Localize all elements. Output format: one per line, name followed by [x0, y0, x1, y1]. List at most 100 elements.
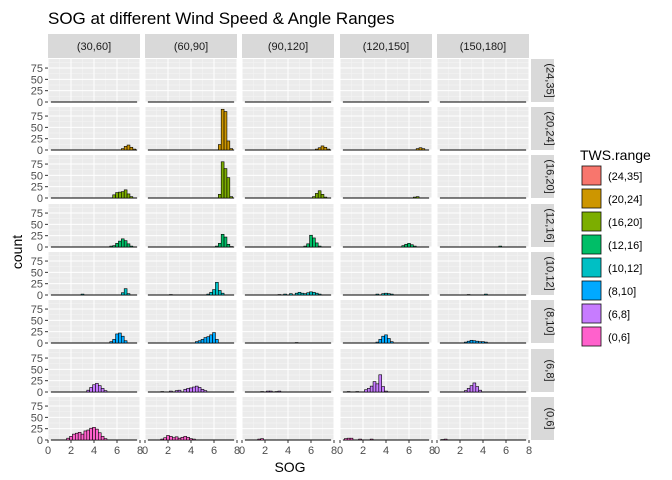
- histogram-bar: [118, 191, 122, 199]
- histogram-bar: [315, 292, 319, 296]
- histogram-bar: [197, 387, 202, 393]
- histogram-bar: [269, 390, 273, 393]
- row-strip-label: (24,35]: [544, 63, 556, 97]
- x-tick-label: 4: [480, 445, 486, 457]
- histogram-bar: [200, 388, 205, 393]
- histogram-bar: [381, 386, 385, 393]
- histogram-bar: [358, 438, 362, 441]
- histogram-bar: [320, 194, 325, 199]
- row-strip-label: (16,20]: [544, 159, 556, 193]
- histogram-bar: [441, 439, 445, 441]
- histogram-bar: [443, 438, 448, 441]
- facet-panel: [436, 155, 530, 199]
- x-tick-label: 2: [457, 445, 463, 457]
- histogram-bar: [218, 194, 222, 199]
- histogram-bar: [126, 193, 131, 199]
- histogram-bar: [466, 388, 471, 393]
- histogram-bar: [223, 236, 228, 248]
- histogram-bar: [163, 437, 167, 441]
- column-strip: [145, 34, 237, 58]
- histogram-bar: [297, 291, 302, 296]
- histogram-bar: [218, 144, 222, 151]
- histogram-bar: [317, 147, 322, 151]
- histogram-bar: [378, 339, 382, 344]
- histogram-bar: [75, 432, 79, 441]
- facet-panel: [436, 107, 530, 151]
- histogram-bar: [415, 196, 420, 199]
- facet-panel: [47, 59, 141, 103]
- histogram-bar: [126, 293, 131, 296]
- histogram-bar: [174, 390, 179, 393]
- histogram-bar: [115, 243, 119, 248]
- x-tick-label: 8: [429, 445, 435, 457]
- histogram-bar: [421, 148, 426, 151]
- histogram-bar: [80, 293, 85, 296]
- histogram-bar: [118, 332, 122, 344]
- histogram-bar: [123, 189, 128, 199]
- histogram-bar: [112, 194, 116, 199]
- histogram-bar: [475, 386, 479, 393]
- histogram-bar: [95, 428, 99, 441]
- histogram-bar: [418, 147, 423, 151]
- x-tick-label: 8: [137, 445, 143, 457]
- column-strips: (30,60] (60,90] (90,120] (120,150] (150,180]: [48, 34, 529, 58]
- histogram-bar: [112, 339, 116, 344]
- legend-swatch: [581, 188, 602, 209]
- facet-panel: [241, 349, 335, 393]
- histogram-bar: [369, 438, 374, 441]
- facet-panel: [339, 252, 433, 296]
- facet-panel: [436, 252, 530, 296]
- y-tick-label: 25: [31, 231, 43, 243]
- facet-panels: [47, 59, 530, 441]
- histogram-bar: [317, 245, 322, 248]
- y-tick-label: 50: [31, 364, 43, 376]
- histogram-bar: [312, 291, 316, 296]
- y-tick-label: 0: [37, 290, 43, 302]
- histogram-bar: [100, 436, 105, 441]
- histogram-bar: [289, 293, 293, 296]
- y-tick-label: 25: [31, 86, 43, 98]
- facet-panel: [241, 397, 335, 441]
- histogram-bar: [223, 111, 228, 151]
- y-axis: 0255075025507502550750255075025507502550…: [31, 63, 48, 447]
- histogram-bar: [413, 245, 417, 248]
- facet-panel: [436, 59, 530, 103]
- x-tick-label: 6: [114, 445, 120, 457]
- y-tick-label: 50: [31, 122, 43, 134]
- legend-label: (10,12]: [608, 263, 642, 275]
- histogram-bar: [355, 391, 359, 393]
- histogram-bar: [407, 243, 411, 248]
- y-tick-label: 50: [31, 315, 43, 327]
- x-tick-label: 6: [503, 445, 509, 457]
- histogram-bar: [109, 341, 113, 344]
- row-strip: [531, 204, 554, 247]
- histogram-bar: [315, 148, 319, 151]
- legend-label: (24,35]: [608, 171, 642, 183]
- histogram-bar: [306, 292, 310, 296]
- histogram-bar: [390, 293, 394, 296]
- histogram-bar: [472, 340, 477, 344]
- x-tick-label: 0: [337, 445, 343, 457]
- histogram-bar: [186, 436, 190, 441]
- histogram-bar: [415, 148, 420, 151]
- histogram-bar: [306, 243, 310, 248]
- histogram-bar: [66, 437, 70, 441]
- histogram-bar: [80, 433, 85, 441]
- histogram-bar: [103, 438, 108, 441]
- histogram-bar: [95, 383, 99, 393]
- facet-panel: [241, 252, 335, 296]
- y-tick-label: 75: [31, 111, 43, 123]
- facet-panel: [436, 397, 530, 441]
- facet-panel: [339, 155, 433, 199]
- facet-panel: [436, 204, 530, 248]
- histogram-bar: [129, 146, 134, 151]
- facet-panel: [144, 349, 238, 393]
- legend-swatch: [581, 280, 602, 301]
- row-strip: [531, 397, 554, 440]
- y-tick-label: 50: [31, 267, 43, 279]
- histogram-bar: [132, 148, 136, 151]
- histogram-bar: [174, 436, 179, 441]
- facet-panel: [241, 300, 335, 344]
- histogram-bar: [186, 388, 190, 393]
